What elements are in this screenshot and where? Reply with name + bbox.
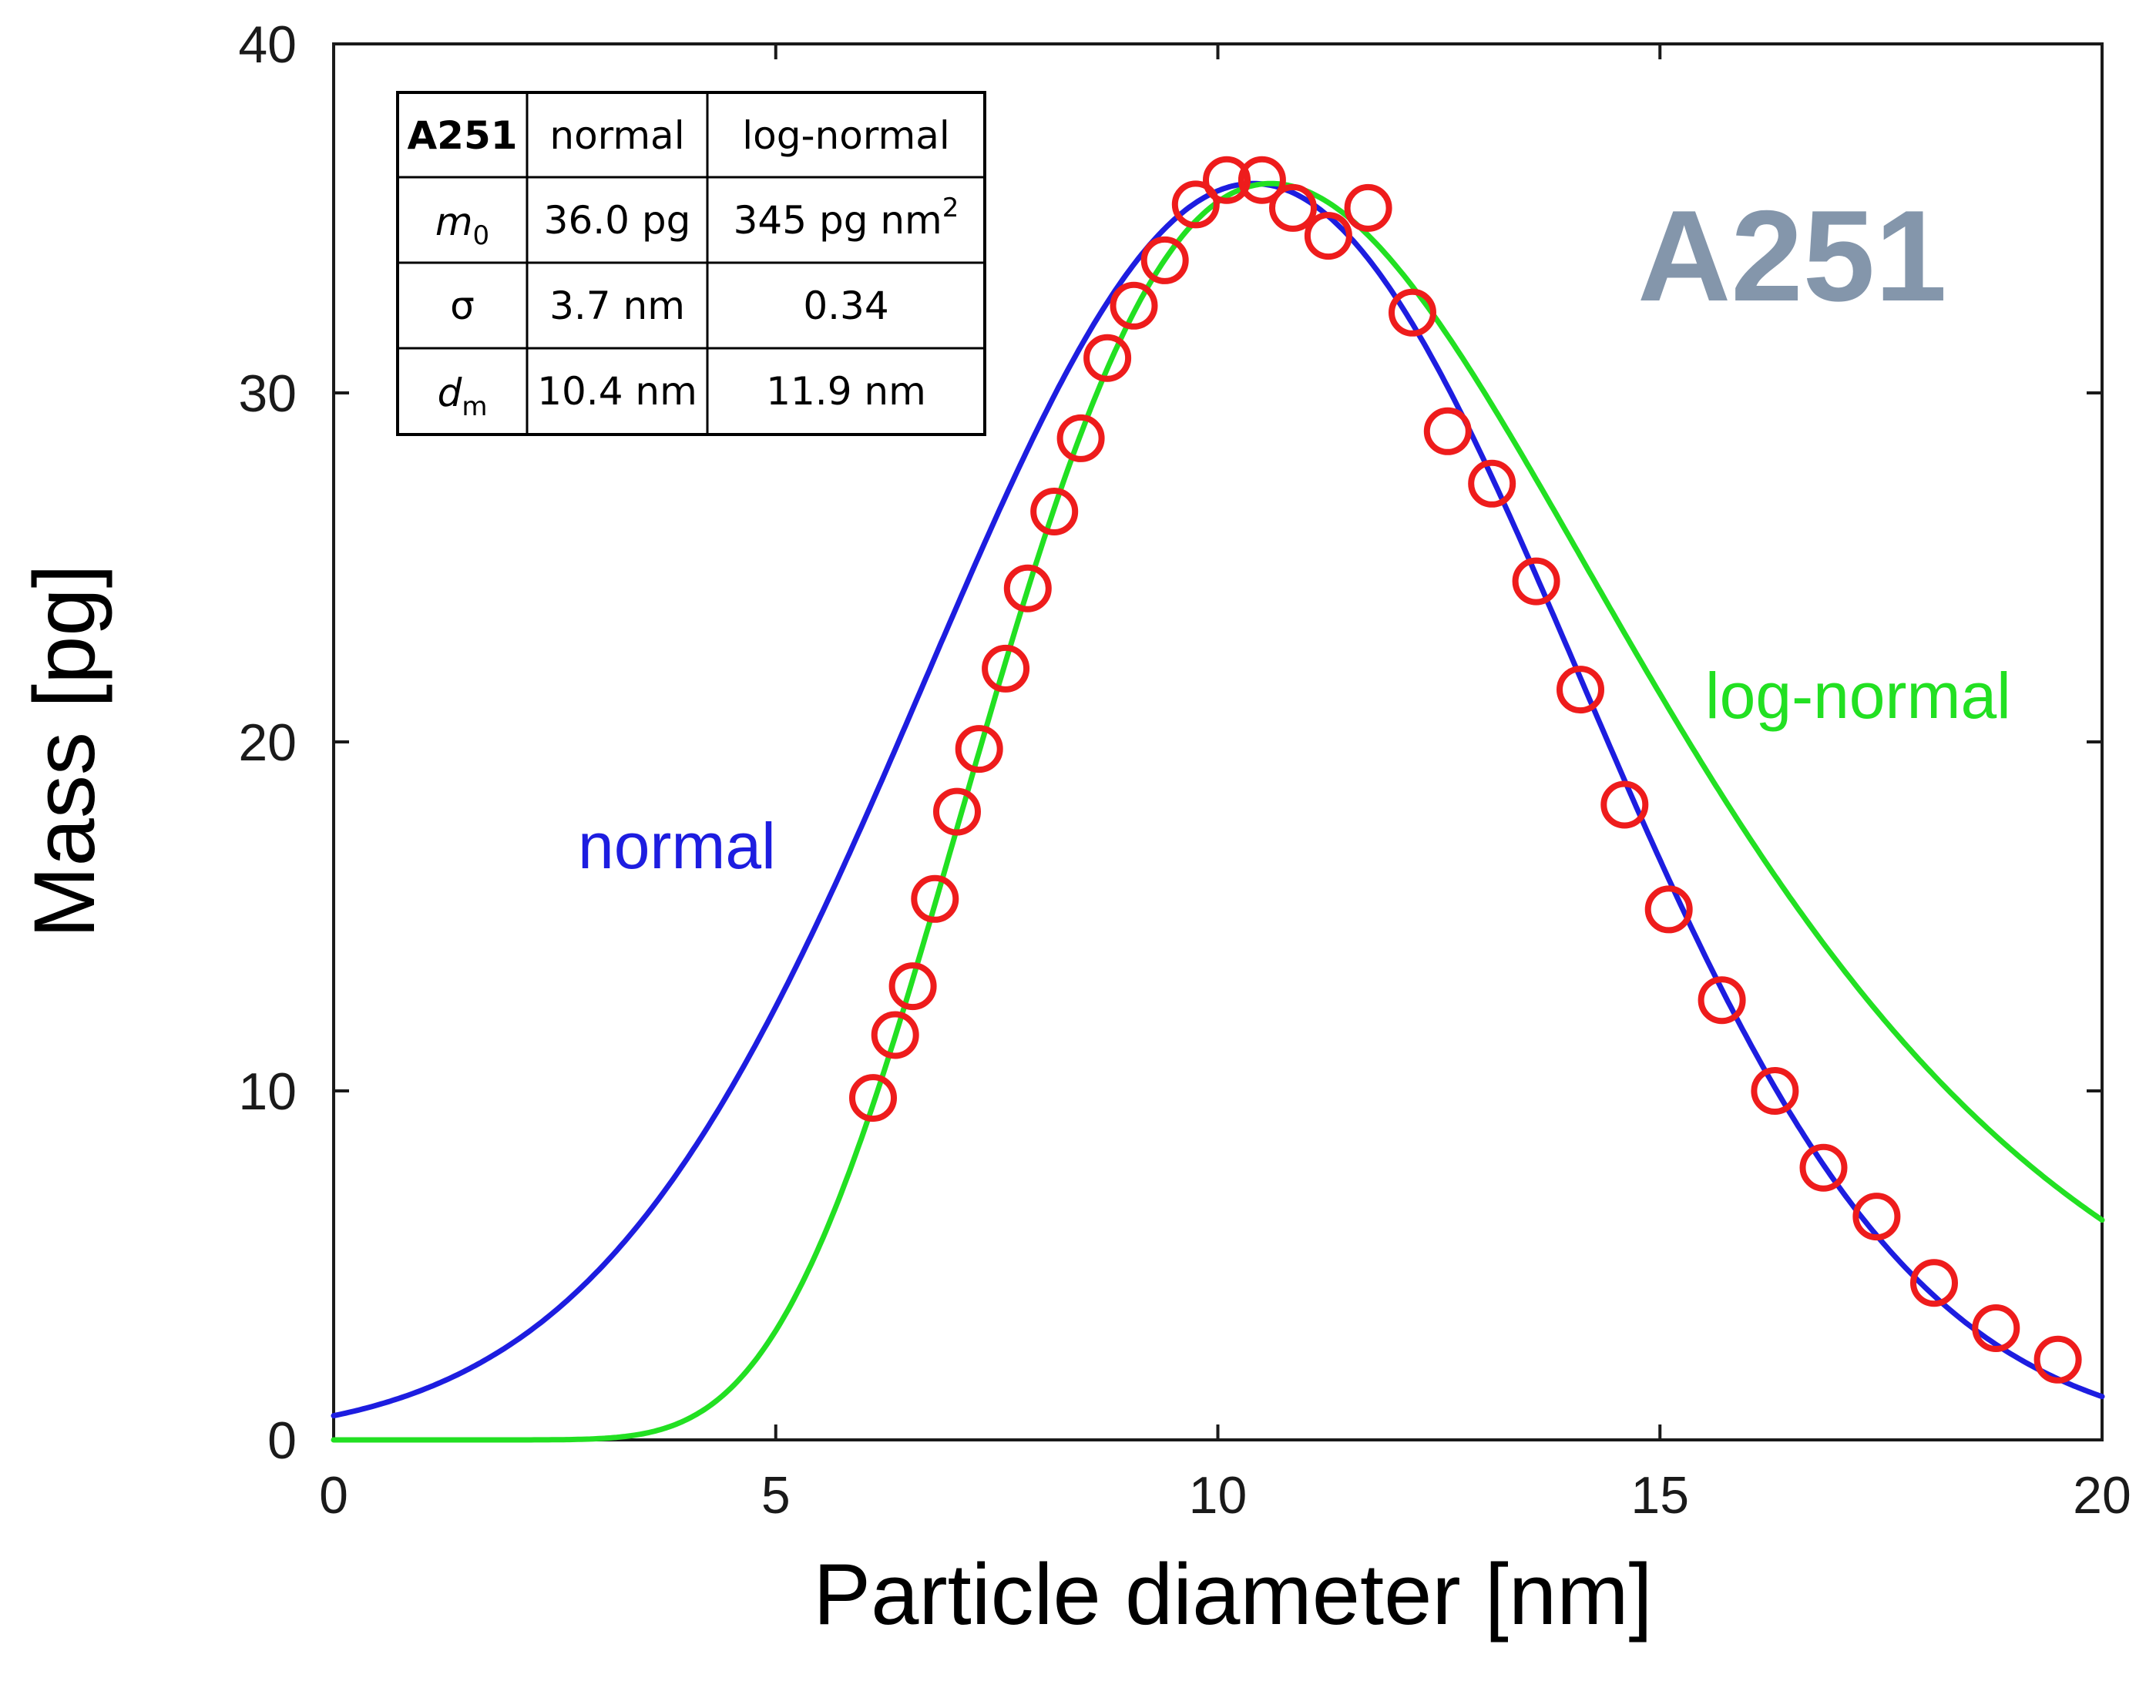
data-point xyxy=(1304,212,1352,260)
data-point xyxy=(1056,414,1105,462)
sample-label: A251 xyxy=(1637,183,1947,328)
x-tick-label: 0 xyxy=(319,1466,348,1525)
x-axis-label: Particle diameter [nm] xyxy=(813,1546,1652,1643)
data-point xyxy=(1512,557,1560,606)
data-point xyxy=(1557,666,1604,714)
data-point xyxy=(955,725,1003,773)
y-tick-label: 10 xyxy=(238,1062,297,1121)
data-point xyxy=(1644,885,1693,934)
data-point xyxy=(888,962,937,1011)
data-point xyxy=(871,1011,919,1059)
x-tick-label: 10 xyxy=(1189,1466,1248,1525)
table-param-sigma: σ xyxy=(450,284,475,328)
data-point xyxy=(1799,1143,1848,1192)
param-subscript: 0 xyxy=(473,220,490,251)
table-header-normal: normal xyxy=(549,113,684,158)
y-tick-label: 40 xyxy=(238,15,297,74)
y-tick-label: 20 xyxy=(238,713,297,772)
y-tick-label: 30 xyxy=(238,364,297,423)
data-point xyxy=(1030,488,1079,535)
data-point xyxy=(911,874,959,923)
data-point xyxy=(1910,1259,1958,1307)
normal-series-label: normal xyxy=(578,810,776,882)
table-dm-normal: 10.4 nm xyxy=(537,369,697,414)
data-point xyxy=(1269,183,1317,232)
data-point xyxy=(1423,407,1472,455)
data-point xyxy=(1344,183,1392,232)
normal-fit-curve xyxy=(331,180,2105,1419)
table-param-m0: m0 xyxy=(435,200,489,251)
param-symbol: d xyxy=(438,371,462,415)
table-sigma-lognormal: 0.34 xyxy=(803,284,888,328)
data-point xyxy=(1751,1067,1799,1115)
data-point xyxy=(933,787,981,836)
table-m0-normal: 36.0 pg xyxy=(544,198,691,243)
param-subscript: m xyxy=(462,391,487,422)
data-point xyxy=(1110,281,1158,330)
x-tick-label: 5 xyxy=(761,1466,791,1525)
table-param-dm: dm xyxy=(438,371,488,422)
x-tick-label: 20 xyxy=(2073,1466,2131,1525)
data-point xyxy=(1203,156,1251,204)
data-point xyxy=(849,1074,897,1122)
table-m0-lognormal: 345 pg nm2 xyxy=(734,193,959,243)
data-point xyxy=(1238,156,1286,204)
data-point xyxy=(1003,564,1052,612)
table-header-lognormal: log-normal xyxy=(742,113,949,158)
cell-value: 345 pg nm xyxy=(734,198,942,243)
parameter-table: A251 normal log-normal m0 36.0 pg 345 pg… xyxy=(396,91,986,436)
data-point xyxy=(1698,976,1746,1025)
y-axis-label: Mass [pg] xyxy=(16,564,113,938)
data-point xyxy=(1083,334,1132,382)
data-point xyxy=(2033,1335,2082,1384)
lognormal-series-label: log-normal xyxy=(1705,659,2011,732)
data-point xyxy=(982,644,1030,693)
x-tick-label: 15 xyxy=(1630,1466,1689,1525)
data-point xyxy=(1468,459,1516,508)
data-point xyxy=(1140,236,1189,284)
data-point xyxy=(1852,1193,1901,1241)
table-header-sample: A251 xyxy=(407,113,517,158)
table-dm-lognormal: 11.9 nm xyxy=(766,369,926,414)
param-symbol: m xyxy=(435,200,473,244)
table-sigma-normal: 3.7 nm xyxy=(549,284,685,328)
data-point xyxy=(1600,780,1649,829)
axis-ticks xyxy=(332,42,2104,1441)
data-point xyxy=(1972,1304,2020,1352)
y-tick-label: 0 xyxy=(267,1411,297,1470)
data-markers xyxy=(849,156,2082,1384)
data-point xyxy=(1171,180,1220,229)
cell-superscript: 2 xyxy=(942,193,959,223)
data-point xyxy=(1389,288,1436,337)
